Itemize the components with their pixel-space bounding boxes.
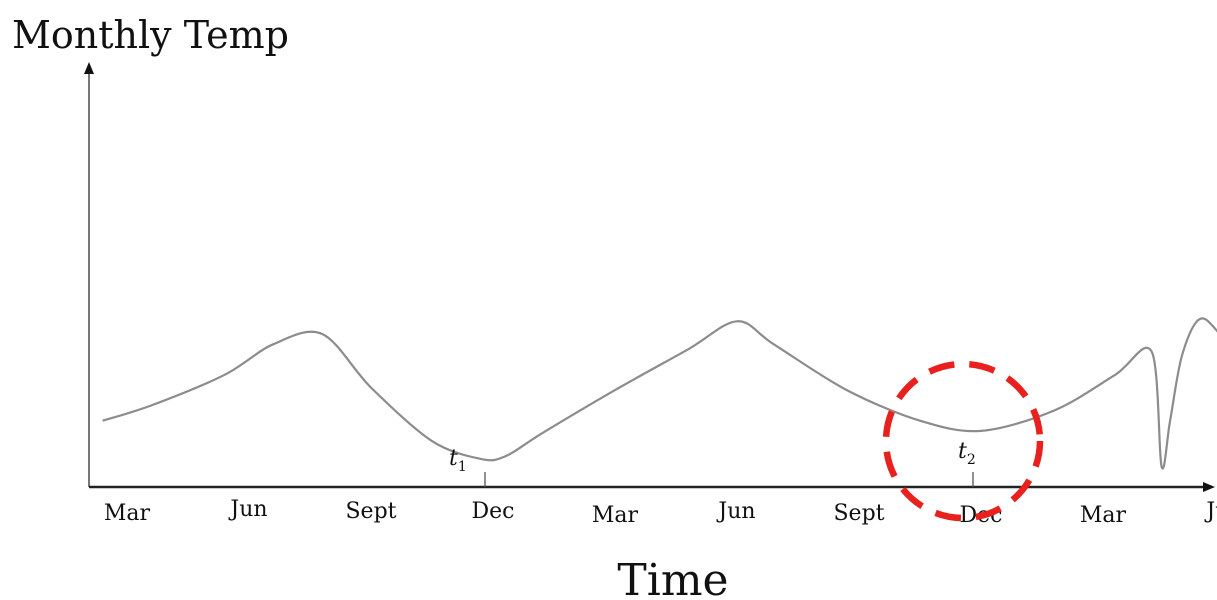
axes	[84, 62, 1215, 492]
series-group	[102, 317, 1217, 470]
x-tick-label: Jun	[228, 497, 267, 522]
x-ticks: MarJunSeptDecMarJunSeptDecMarJunSeptDec	[104, 472, 1217, 528]
x-tick-label: Jun	[1204, 499, 1217, 524]
y-axis-label: Monthly Temp	[12, 13, 289, 57]
x-tick-label: Mar	[104, 501, 151, 526]
series-line	[102, 317, 1217, 470]
highlight-group	[882, 360, 1044, 522]
annotation-label: t2	[958, 439, 976, 468]
x-axis-arrow	[1203, 482, 1215, 492]
x-tick-label: Sept	[833, 501, 884, 526]
x-tick-label: Mar	[592, 503, 639, 528]
y-axis-arrow	[84, 62, 94, 74]
x-tick-label: Dec	[472, 499, 515, 524]
x-axis-label: Time	[617, 555, 728, 600]
annotations: t1 t2	[449, 439, 976, 475]
annotation-label: t1	[449, 446, 467, 475]
x-tick-label: Jun	[716, 499, 755, 524]
x-tick-label: Sept	[345, 499, 396, 524]
highlight-circle	[882, 360, 1044, 522]
x-tick-label: Mar	[1080, 503, 1127, 528]
